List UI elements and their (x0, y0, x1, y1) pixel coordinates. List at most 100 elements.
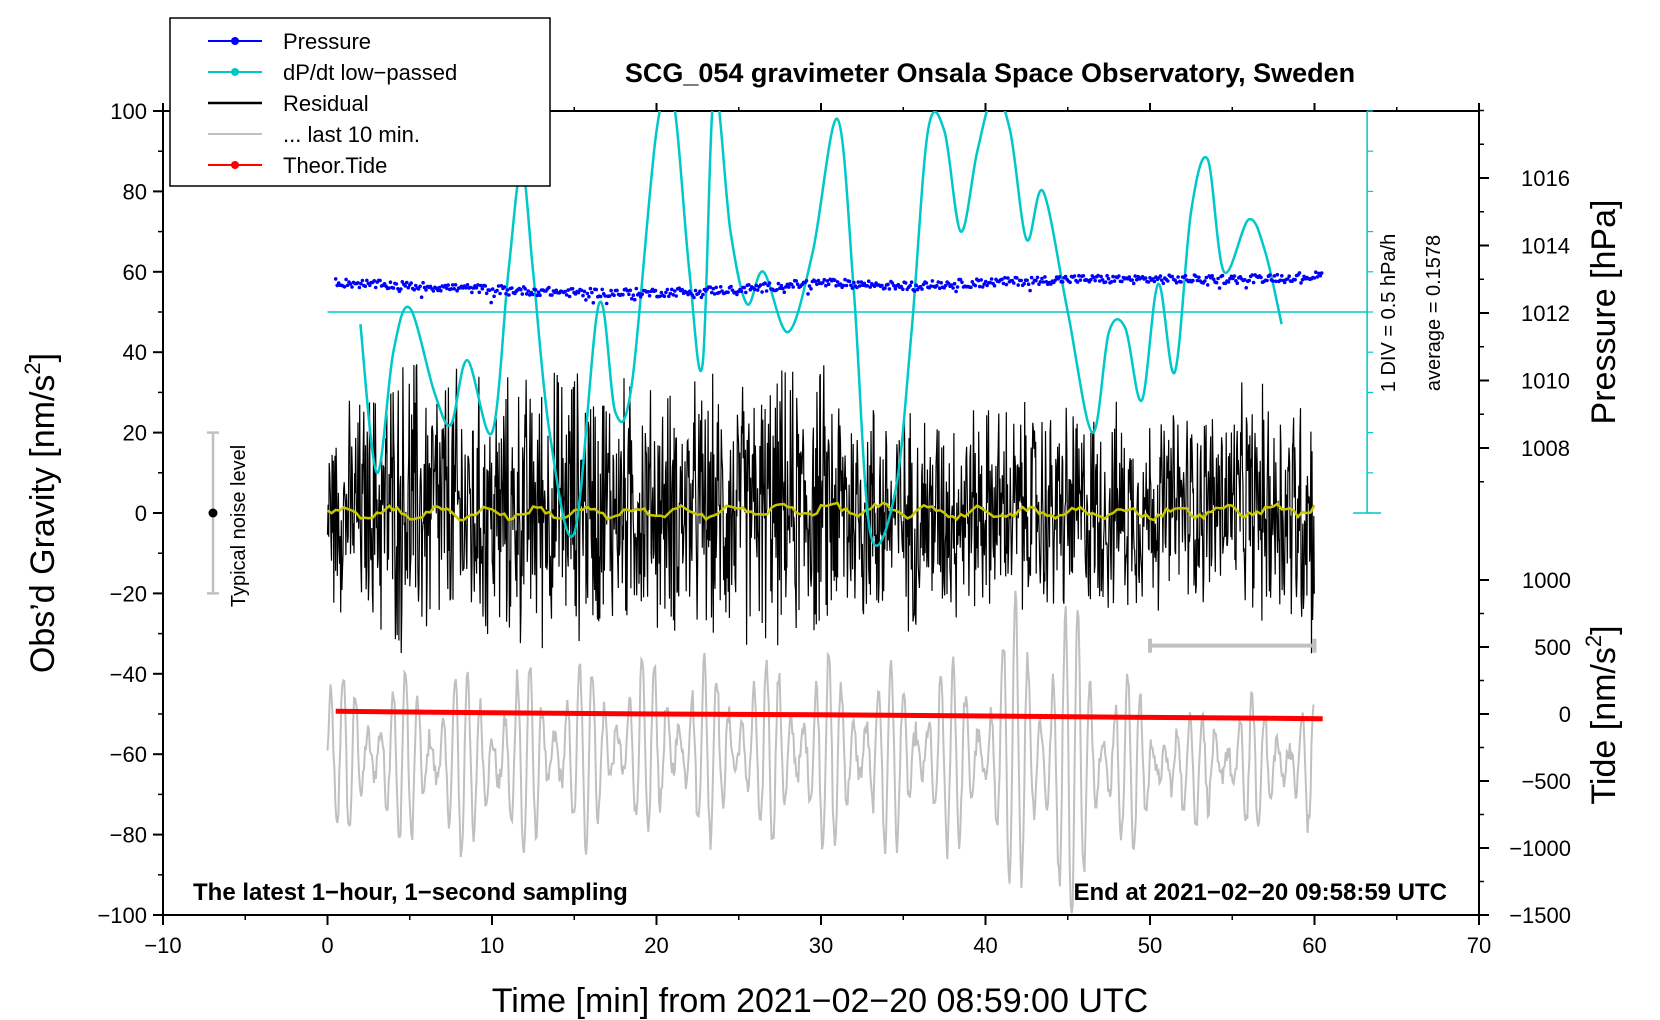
pressure-point (1006, 276, 1010, 280)
y-tick-label: −40 (110, 662, 147, 687)
pressure-point (487, 288, 492, 293)
pressure-point (600, 287, 604, 292)
pressure-point (418, 284, 422, 289)
pressure-point (612, 293, 616, 298)
pressure-point (781, 286, 785, 291)
pressure-point (538, 293, 542, 298)
last-10-min-series (326, 590, 1315, 914)
pressure-point (708, 285, 713, 290)
pressure-point (752, 287, 757, 292)
legend-marker (231, 37, 239, 45)
pressure-point (979, 278, 983, 282)
pressure-point (368, 283, 372, 288)
tide-axis-label: Tide [nm/s2] (1581, 625, 1623, 804)
x-axis-ticks: −10 0 10 20 30 40 50 60 70 (144, 103, 1491, 958)
noise-level-dot (208, 508, 218, 518)
pressure-point (637, 291, 641, 296)
pressure-point (431, 289, 436, 293)
pressure-point (524, 292, 529, 296)
pressure-point (633, 297, 637, 302)
pressure-point (582, 289, 587, 294)
pressure-point (630, 296, 634, 301)
pressure-point (499, 284, 504, 288)
pressure-point (591, 301, 596, 305)
pressure-point (489, 300, 494, 305)
pressure-point (775, 288, 779, 292)
pressure-point (1130, 278, 1134, 282)
pressure-point (1297, 271, 1302, 275)
pressure-point (1049, 282, 1053, 286)
pressure-point (564, 293, 569, 297)
pressure-point (1068, 280, 1072, 285)
pressure-point (520, 292, 525, 296)
x-tick-label: 60 (1302, 933, 1326, 958)
pressure-point (1096, 273, 1100, 278)
pressure-point (388, 280, 393, 285)
pressure-point (794, 279, 798, 283)
y-axis-label-sup: 2 (20, 362, 45, 374)
pressure-point (584, 298, 588, 302)
pressure-point (899, 284, 904, 289)
pressure-point (1077, 273, 1081, 278)
pressure-series (333, 270, 1324, 306)
pressure-point (607, 294, 612, 298)
pressure-point (976, 278, 981, 283)
pressure-point (988, 280, 992, 285)
legend-label: dP/dt low−passed (283, 60, 457, 85)
pressure-point (662, 294, 667, 299)
pressure-point (887, 287, 892, 291)
pressure-point (498, 291, 502, 296)
pressure-point (858, 284, 862, 288)
pressure-point (477, 290, 482, 295)
pressure-point (880, 283, 884, 288)
pressure-tick-label: 1010 (1521, 369, 1570, 394)
pressure-point (954, 289, 958, 294)
pressure-point (893, 287, 898, 291)
pressure-point (729, 284, 733, 289)
pressure-point (714, 285, 718, 290)
pressure-axis-ticks: 1008 1010 1012 1014 1016 (1479, 109, 1570, 483)
pressure-point (755, 288, 760, 292)
pressure-point (576, 290, 581, 295)
pressure-point (1111, 274, 1115, 279)
pressure-point (1272, 274, 1277, 278)
pressure-point (450, 283, 455, 287)
tide-tick-label: −1000 (1509, 836, 1571, 861)
pressure-point (699, 295, 704, 300)
pressure-point (453, 283, 458, 287)
pressure-point (735, 292, 739, 297)
pressure-point (1191, 278, 1195, 283)
pressure-point (1078, 278, 1083, 282)
pressure-point (868, 285, 872, 289)
corner-note-right: End at 2021−02−20 09:58:59 UTC (1073, 879, 1447, 906)
pressure-point (785, 282, 790, 287)
tide-axis-label-end: ] (1585, 625, 1623, 634)
pressure-tick-label: 1008 (1521, 436, 1570, 461)
pressure-point (1152, 279, 1157, 284)
pressure-point (483, 284, 488, 288)
pressure-point (989, 277, 994, 281)
tide-tick-label: 500 (1534, 635, 1571, 660)
pressure-point (1012, 281, 1016, 285)
legend-label: ... last 10 min. (283, 122, 420, 147)
pressure-point (621, 292, 625, 297)
legend-label: Theor.Tide (283, 153, 387, 178)
pressure-point (809, 287, 813, 291)
pressure-point (1235, 281, 1240, 286)
theor-tide-series (335, 708, 1323, 722)
y-tick-label: 0 (135, 501, 147, 526)
pressure-point (841, 283, 846, 288)
pressure-point (526, 289, 530, 293)
y-tick-label: 40 (123, 340, 147, 365)
pressure-point (1174, 280, 1179, 285)
pressure-point (356, 281, 360, 285)
pressure-point (566, 288, 570, 292)
pressure-point (507, 293, 511, 297)
y-axis-label-end: ] (24, 353, 62, 362)
pressure-point (1319, 271, 1324, 275)
pressure-point (826, 282, 831, 287)
x-tick-label: 10 (480, 933, 504, 958)
pressure-point (717, 290, 721, 295)
x-tick-label: 70 (1467, 933, 1491, 958)
